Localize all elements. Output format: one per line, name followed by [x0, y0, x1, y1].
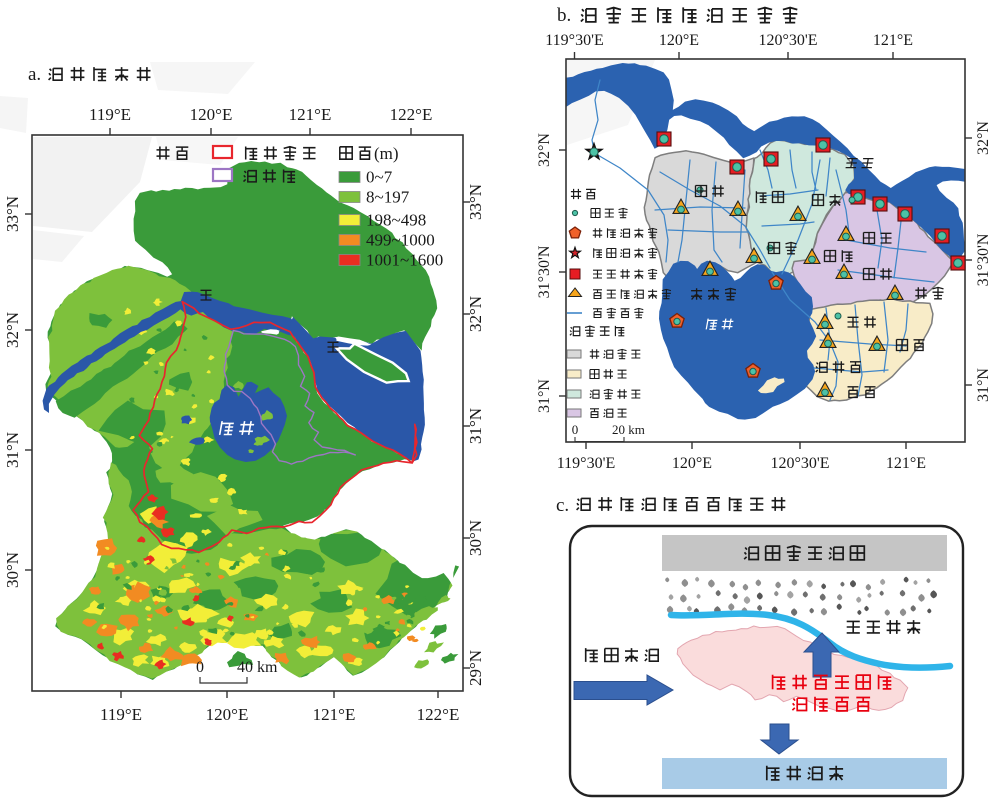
svg-text:40 km: 40 km — [237, 659, 278, 676]
svg-text:499~1000: 499~1000 — [366, 231, 435, 250]
svg-text:20 km: 20 km — [612, 422, 645, 437]
svg-text:(m): (m) — [374, 144, 399, 163]
svg-text:121°E: 121°E — [289, 105, 332, 124]
svg-text:0: 0 — [572, 422, 579, 437]
svg-text:32°N: 32°N — [975, 121, 992, 155]
svg-text:120°E: 120°E — [659, 32, 699, 49]
svg-text:121°E: 121°E — [313, 705, 356, 724]
svg-text:b.: b. — [557, 5, 571, 26]
svg-text:31°30'N: 31°30'N — [536, 245, 553, 298]
svg-text:0~7: 0~7 — [366, 168, 393, 187]
svg-text:30°N: 30°N — [3, 552, 22, 588]
svg-text:33°N: 33°N — [3, 196, 22, 232]
svg-text:119°30'E: 119°30'E — [557, 455, 615, 472]
svg-text:32°N: 32°N — [536, 133, 553, 167]
svg-text:121°E: 121°E — [873, 32, 913, 49]
svg-text:121°E: 121°E — [886, 455, 926, 472]
svg-text:120°E: 120°E — [672, 455, 712, 472]
svg-text:29°N: 29°N — [466, 650, 485, 686]
svg-text:122°E: 122°E — [390, 105, 433, 124]
svg-text:31°30'N: 31°30'N — [975, 233, 992, 286]
svg-text:c.: c. — [556, 495, 569, 516]
svg-text:0: 0 — [196, 659, 204, 676]
svg-text:32°N: 32°N — [3, 312, 22, 348]
svg-text:120°30'E: 120°30'E — [770, 455, 829, 472]
svg-text:31°N: 31°N — [975, 368, 992, 402]
svg-text:119°30'E: 119°30'E — [545, 32, 603, 49]
svg-text:32°N: 32°N — [466, 296, 485, 332]
svg-text:1001~1600: 1001~1600 — [366, 251, 443, 270]
svg-text:119°E: 119°E — [100, 705, 142, 724]
svg-text:31°N: 31°N — [3, 432, 22, 468]
svg-text:31°N: 31°N — [536, 379, 553, 413]
svg-text:120°30'E: 120°30'E — [758, 32, 817, 49]
svg-text:a.: a. — [28, 64, 41, 85]
svg-text:119°E: 119°E — [89, 105, 131, 124]
svg-text:120°E: 120°E — [206, 705, 249, 724]
svg-text:8~197: 8~197 — [366, 188, 410, 207]
svg-text:122°E: 122°E — [417, 705, 460, 724]
svg-text:198~498: 198~498 — [366, 211, 426, 230]
svg-text:30°N: 30°N — [466, 520, 485, 556]
svg-text:33°N: 33°N — [466, 184, 485, 220]
svg-text:120°E: 120°E — [190, 105, 233, 124]
svg-text:31°N: 31°N — [466, 408, 485, 444]
